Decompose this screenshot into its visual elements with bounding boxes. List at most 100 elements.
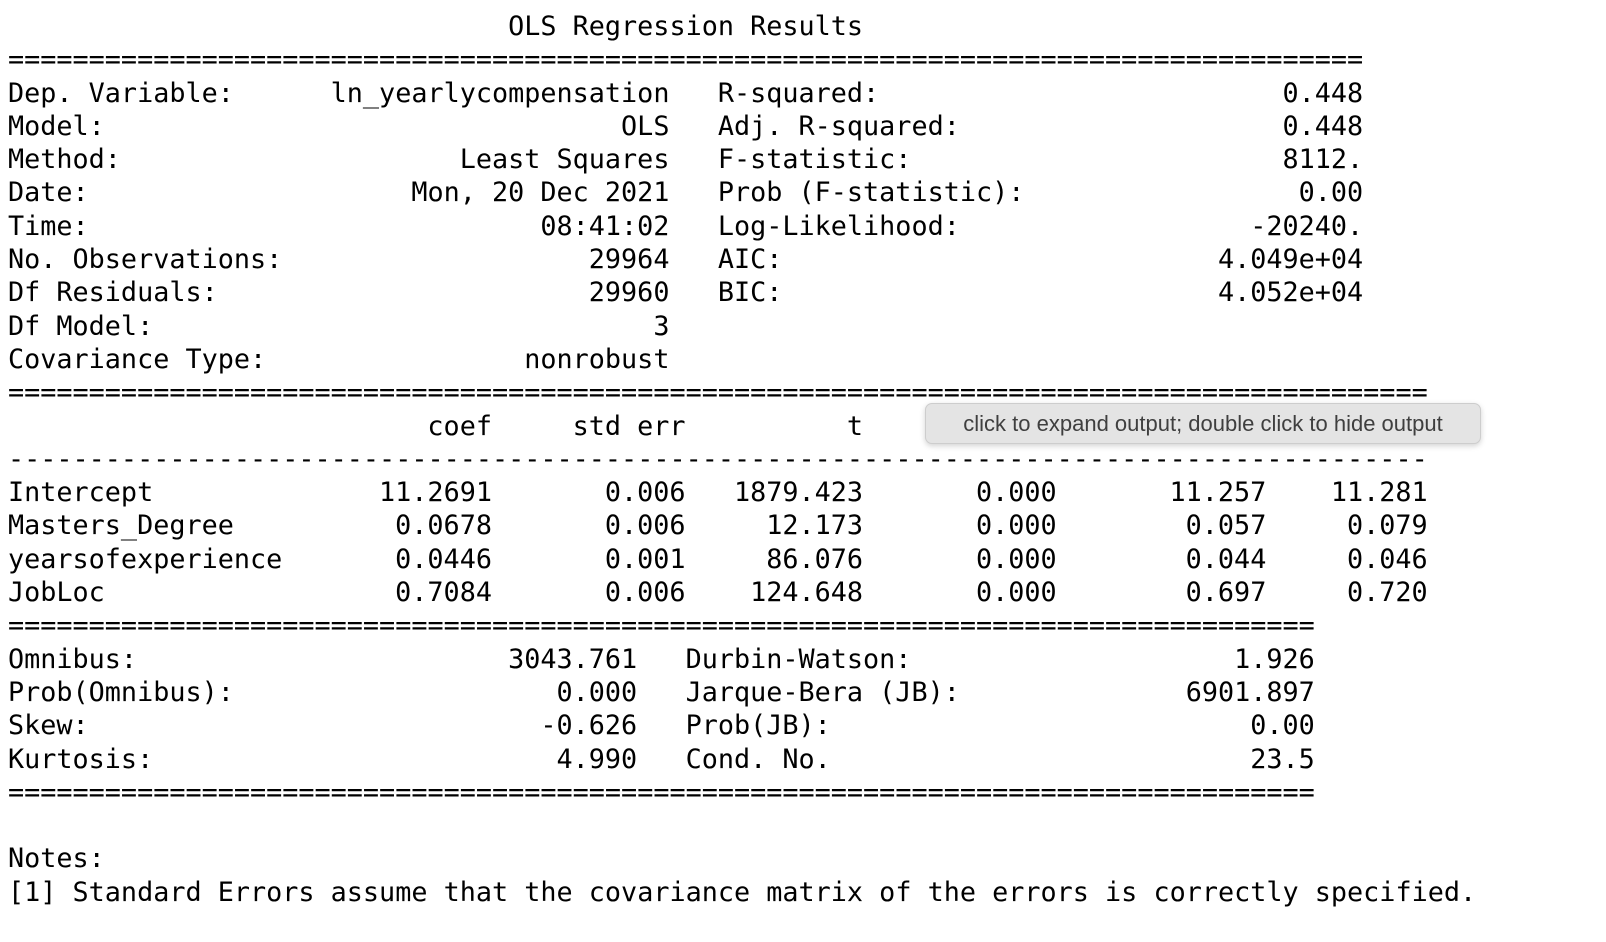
coef-value: 11.2691 [379,477,492,509]
info-value: 08:41:02 [540,210,670,242]
diag-value: 0.00 [1250,710,1315,742]
info-value: 0.00 [1298,177,1364,209]
diag-label: Prob(Omnibus): [8,676,234,708]
info-value: ln_yearlycompensation [330,77,670,109]
info-label: Method: [8,144,121,176]
coef-row-yearsofexperience: yearsofexperience 0.0446 0.001 86.076 0.… [8,543,1476,576]
info-label: F-statistic: [717,144,912,176]
p-value: 0.000 [975,577,1057,609]
separator-coef-underline: ----------------------------------------… [8,443,1428,475]
diag-label: Prob(JB): [685,710,831,742]
info-label: Model: [8,110,105,142]
info-label: Date: [8,177,89,209]
diag-value: 1.926 [1234,643,1315,675]
info-value: 0.448 [1282,77,1364,109]
info-value: OLS [621,110,670,142]
info-label: Time: [8,210,89,242]
blank-line [8,809,1476,842]
coef-variable-name: Masters_Degree [8,510,234,542]
info-label: Log-Likelihood: [717,210,960,242]
info-value: nonrobust [524,343,670,375]
coef-variable-name: JobLoc [8,577,105,609]
coef-header-std-err: std err [572,410,686,442]
coef-row-intercept: Intercept 11.2691 0.006 1879.423 0.000 1… [8,476,1476,509]
diag-label: Cond. No. [685,743,831,775]
diag-value: 6901.897 [1185,676,1315,708]
diag-label: Kurtosis: [8,743,154,775]
ci-high-value: 11.281 [1330,477,1428,509]
coef-header-stub [8,410,282,443]
note-1: [1] Standard Errors assume that the cova… [8,876,1477,908]
coef-row-jobloc: JobLoc 0.7084 0.006 124.648 0.000 0.697 … [8,576,1476,609]
ci-high-value: 0.079 [1346,510,1428,542]
coef-value: 0.0446 [395,543,492,575]
coef-header-t: t [846,410,864,442]
info-label: AIC: [717,244,783,276]
t-value: 124.648 [750,577,864,609]
coef-variable-name: Intercept [8,477,154,509]
info-value: 29960 [588,277,670,309]
separator-diag-bottom: ========================================… [8,776,1315,808]
diag-label: Jarque-Bera (JB): [685,676,960,708]
info-row-model: Model: OLS Adj. R-squared: 0.448 [8,110,1476,143]
coef-value: 0.7084 [395,577,492,609]
diag-value: 4.990 [556,743,638,775]
info-value: Mon, 20 Dec 2021 [411,177,670,209]
info-label: Prob (F-statistic): [717,177,1025,209]
info-label: Covariance Type: [8,343,267,375]
coef-value: 0.0678 [395,510,492,542]
diag-row-omnibus: Omnibus: 3043.761 Durbin-Watson: 1.926 [8,643,1476,676]
t-value: 1879.423 [733,477,864,509]
info-row-method: Method: Least Squares F-statistic: 8112. [8,143,1476,176]
notebook-output-area[interactable]: OLS Regression Results =================… [8,10,1476,909]
ci-low-value: 0.044 [1185,543,1267,575]
coef-header-coef: coef [427,410,492,442]
diag-value: 3043.761 [508,643,638,675]
notes-heading: Notes: [8,843,105,875]
diag-value: 0.000 [556,676,638,708]
ci-low-value: 0.697 [1185,577,1267,609]
ci-low-value: 0.057 [1185,510,1267,542]
info-value: 8112. [1282,144,1364,176]
diag-label: Durbin-Watson: [685,643,912,675]
info-row-df-model: Df Model: 3 [8,310,1476,343]
info-value: -20240. [1250,210,1364,242]
diag-label: Omnibus: [8,643,138,675]
tooltip-text: click to expand output; double click to … [963,410,1443,436]
info-row-dep-variable: Dep. Variable: ln_yearlycompensation R-sq… [8,77,1476,110]
std-err-value: 0.006 [604,510,686,542]
coef-header-row: coef std err t [8,410,1476,443]
std-err-value: 0.001 [604,543,686,575]
info-value: 4.049e+04 [1217,244,1364,276]
info-value: 0.448 [1282,110,1364,142]
t-value: 12.173 [766,510,864,542]
diag-value: -0.626 [540,710,638,742]
separator-diag-top: ========================================… [8,610,1315,642]
info-label: BIC: [717,277,783,309]
info-row-covariance-type: Covariance Type: nonrobust [8,343,1476,376]
info-row-observations: No. Observations: 29964 AIC: 4.049e+04 [8,243,1476,276]
info-row-date: Date: Mon, 20 Dec 2021 Prob (F-statistic)… [8,176,1476,209]
info-label: R-squared: [717,77,880,109]
info-value: Least Squares [459,144,670,176]
p-value: 0.000 [975,543,1057,575]
report-title: OLS Regression Results [508,11,864,42]
ci-high-value: 0.046 [1346,543,1428,575]
coef-variable-name: yearsofexperience [8,543,283,575]
diag-row-kurtosis: Kurtosis: 4.990 Cond. No. 23.5 [8,743,1476,776]
std-err-value: 0.006 [604,477,686,509]
p-value: 0.000 [975,477,1057,509]
ci-low-value: 11.257 [1169,477,1267,509]
coef-row-masters-degree: Masters_Degree 0.0678 0.006 12.173 0.000… [8,509,1476,542]
info-label: Dep. Variable: [8,77,234,109]
diag-row-prob-omnibus: Prob(Omnibus): 0.000 Jarque-Bera (JB): 690… [8,676,1476,709]
diag-label: Skew: [8,710,89,742]
expand-output-tooltip: click to expand output; double click to … [925,403,1481,444]
info-label: No. Observations: [8,244,283,276]
info-row-df-residuals: Df Residuals: 29960 BIC: 4.052e+04 [8,276,1476,309]
ci-high-value: 0.720 [1346,577,1428,609]
info-value: 29964 [588,244,670,276]
info-label: Df Model: [8,310,154,342]
separator-top: ========================================… [8,44,1364,76]
